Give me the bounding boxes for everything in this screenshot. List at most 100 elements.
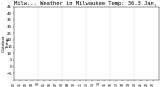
Point: [84, 27, 86, 29]
Point: [21, 64, 24, 65]
Point: [36, 58, 39, 60]
Point: [102, 27, 104, 29]
Point: [103, 19, 106, 21]
Point: [142, 52, 144, 54]
Point: [56, 57, 59, 58]
Point: [93, 27, 95, 28]
Point: [42, 54, 44, 56]
Point: [140, 46, 143, 48]
Point: [107, 16, 110, 17]
Point: [93, 18, 95, 19]
Point: [126, 42, 128, 44]
Point: [82, 26, 85, 28]
Point: [89, 25, 92, 27]
Point: [58, 63, 61, 64]
Point: [39, 72, 41, 73]
Point: [103, 32, 105, 33]
Point: [124, 27, 127, 28]
Point: [151, 42, 153, 44]
Point: [70, 50, 72, 51]
Point: [60, 49, 63, 50]
Point: [39, 56, 41, 58]
Point: [144, 36, 147, 37]
Point: [98, 13, 100, 14]
Point: [85, 32, 88, 34]
Point: [75, 35, 78, 37]
Point: [82, 26, 84, 27]
Point: [99, 29, 102, 30]
Point: [74, 44, 77, 46]
Point: [97, 25, 100, 27]
Point: [146, 43, 149, 44]
Point: [74, 37, 77, 38]
Point: [141, 32, 143, 33]
Point: [34, 72, 36, 73]
Point: [42, 79, 45, 80]
Point: [108, 31, 110, 33]
Point: [121, 30, 124, 32]
Point: [44, 67, 46, 69]
Point: [27, 71, 30, 72]
Point: [69, 31, 72, 33]
Point: [48, 67, 51, 68]
Point: [70, 39, 73, 40]
Point: [115, 19, 117, 21]
Point: [112, 18, 114, 19]
Point: [15, 71, 17, 72]
Point: [131, 25, 133, 26]
Point: [35, 71, 37, 73]
Point: [25, 64, 28, 65]
Point: [128, 34, 131, 36]
Point: [80, 30, 83, 31]
Point: [74, 37, 76, 38]
Point: [152, 43, 155, 44]
Point: [123, 35, 125, 36]
Point: [50, 53, 52, 55]
Point: [44, 48, 47, 49]
Point: [144, 50, 147, 51]
Point: [81, 32, 84, 34]
Point: [42, 52, 45, 54]
Point: [50, 65, 52, 66]
Point: [114, 22, 116, 23]
Point: [156, 43, 158, 45]
Point: [152, 38, 155, 39]
Point: [87, 32, 90, 34]
Point: [72, 35, 75, 37]
Point: [142, 41, 144, 43]
Point: [18, 77, 21, 78]
Point: [44, 62, 46, 63]
Point: [63, 47, 66, 49]
Point: [76, 30, 79, 32]
Point: [40, 69, 42, 70]
Point: [153, 45, 156, 47]
Point: [64, 40, 66, 41]
Point: [129, 38, 131, 39]
Point: [40, 73, 43, 75]
Point: [23, 80, 25, 81]
Point: [108, 26, 110, 28]
Point: [83, 38, 85, 39]
Point: [88, 38, 90, 39]
Point: [41, 72, 43, 74]
Point: [96, 20, 98, 22]
Point: [121, 29, 124, 31]
Point: [72, 32, 74, 34]
Point: [65, 47, 67, 49]
Point: [31, 65, 34, 67]
Text: Milw... Weather in Milwaukee Temp: 36.3 Jan, 1970.0: Milw... Weather in Milwaukee Temp: 36.3 …: [14, 1, 160, 6]
Point: [48, 50, 50, 51]
Point: [148, 39, 151, 41]
Point: [85, 32, 88, 33]
Point: [26, 75, 29, 76]
Point: [64, 54, 66, 56]
Point: [61, 57, 64, 58]
Point: [146, 38, 148, 39]
Point: [138, 49, 141, 50]
Point: [47, 50, 49, 51]
Point: [95, 32, 98, 33]
Point: [76, 41, 78, 42]
Point: [73, 37, 75, 38]
Point: [153, 45, 156, 46]
Point: [33, 69, 36, 71]
